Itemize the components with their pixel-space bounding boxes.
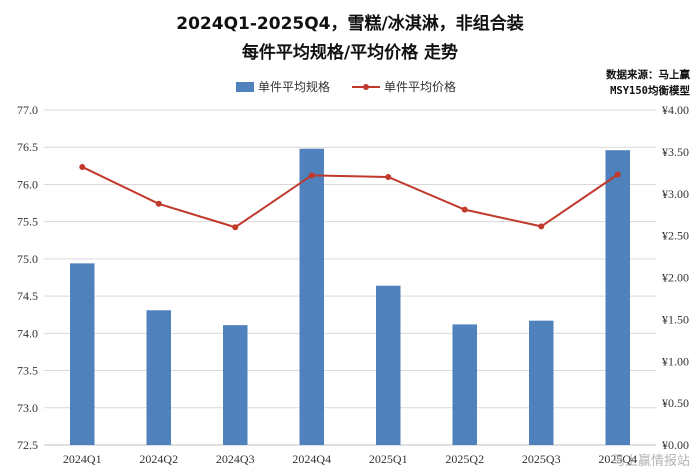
left-tick-label: 74.0 bbox=[17, 326, 38, 340]
price-point-2024Q3 bbox=[232, 224, 239, 231]
bar-2025Q4 bbox=[605, 150, 630, 445]
left-tick-label: 74.5 bbox=[17, 289, 38, 303]
price-point-2025Q4 bbox=[614, 171, 621, 178]
bar-2025Q1 bbox=[376, 285, 401, 445]
legend-line-marker bbox=[363, 84, 369, 90]
price-point-2024Q4 bbox=[308, 172, 315, 179]
right-tick-label: ¥1.00 bbox=[662, 354, 689, 368]
source-line2: MSY150均衡模型 bbox=[610, 84, 690, 97]
left-tick-label: 72.5 bbox=[17, 438, 38, 452]
bar-2025Q2 bbox=[452, 324, 477, 445]
x-tick-label: 2024Q3 bbox=[216, 452, 255, 466]
bar-2024Q1 bbox=[70, 263, 95, 445]
bar-2024Q3 bbox=[223, 325, 248, 445]
line-layer bbox=[79, 163, 621, 231]
chart-title-line2: 每件平均规格/平均价格 走势 bbox=[242, 42, 458, 63]
right-tick-label: ¥0.50 bbox=[662, 396, 689, 410]
right-tick-label: ¥2.00 bbox=[662, 271, 689, 285]
price-line bbox=[81, 166, 619, 229]
legend-bar-label: 单件平均规格 bbox=[258, 79, 330, 94]
right-tick-label: ¥3.00 bbox=[662, 187, 689, 201]
x-tick-label: 2025Q4 bbox=[598, 452, 637, 466]
x-tick-label: 2025Q3 bbox=[522, 452, 561, 466]
source-line1: 数据来源：马上赢 bbox=[605, 68, 690, 81]
x-axis-ticks: 2024Q1 2024Q2 2024Q3 2024Q4 2025Q1 2025Q2 2025… bbox=[63, 452, 637, 466]
chart-title-line1: 2024Q1-2025Q4，雪糕/冰淇淋，非组合装 bbox=[176, 13, 523, 34]
x-tick-label: 2024Q1 bbox=[63, 452, 102, 466]
bar-layer bbox=[70, 148, 630, 445]
bar-2024Q2 bbox=[146, 310, 171, 445]
x-tick-label: 2025Q1 bbox=[369, 452, 408, 466]
x-tick-label: 2024Q4 bbox=[292, 452, 331, 466]
price-point-2025Q3 bbox=[538, 223, 545, 230]
bar-2025Q3 bbox=[529, 320, 554, 445]
left-tick-label: 77.0 bbox=[17, 103, 38, 117]
bar-2024Q4 bbox=[299, 148, 324, 445]
left-tick-label: 73.5 bbox=[17, 364, 38, 378]
left-tick-label: 75.5 bbox=[17, 215, 38, 229]
right-tick-label: ¥2.50 bbox=[662, 229, 689, 243]
left-tick-label: 76.5 bbox=[17, 140, 38, 154]
left-axis-ticks: 72.5 73.0 73.5 74.0 74.5 75.0 75.5 76.0 76.5 77.0 bbox=[17, 103, 38, 452]
right-axis-ticks: ¥0.00 ¥0.50 ¥1.00 ¥1.50 ¥2.00 ¥2.50 ¥3.00 ¥3.50… bbox=[662, 103, 689, 452]
price-point-2024Q1 bbox=[79, 163, 86, 170]
price-point-2024Q2 bbox=[155, 200, 162, 207]
legend: 单件平均规格 单件平均价格 bbox=[236, 79, 456, 94]
price-point-2025Q1 bbox=[385, 174, 392, 180]
left-tick-label: 75.0 bbox=[17, 252, 38, 266]
x-tick-label: 2025Q2 bbox=[445, 452, 484, 466]
legend-line-label: 单件平均价格 bbox=[384, 79, 456, 94]
right-tick-label: ¥0.00 bbox=[662, 438, 689, 452]
right-tick-label: ¥1.50 bbox=[662, 312, 689, 326]
legend-bar-swatch bbox=[236, 82, 254, 92]
watermark: 马上赢情报站 bbox=[612, 453, 690, 469]
right-tick-label: ¥3.50 bbox=[662, 145, 689, 159]
grid-layer bbox=[44, 109, 656, 446]
right-tick-label: ¥4.00 bbox=[662, 103, 689, 117]
left-tick-label: 76.0 bbox=[17, 177, 38, 191]
left-tick-label: 73.0 bbox=[17, 401, 38, 415]
price-point-2025Q2 bbox=[461, 206, 468, 213]
x-tick-label: 2024Q2 bbox=[139, 452, 178, 466]
